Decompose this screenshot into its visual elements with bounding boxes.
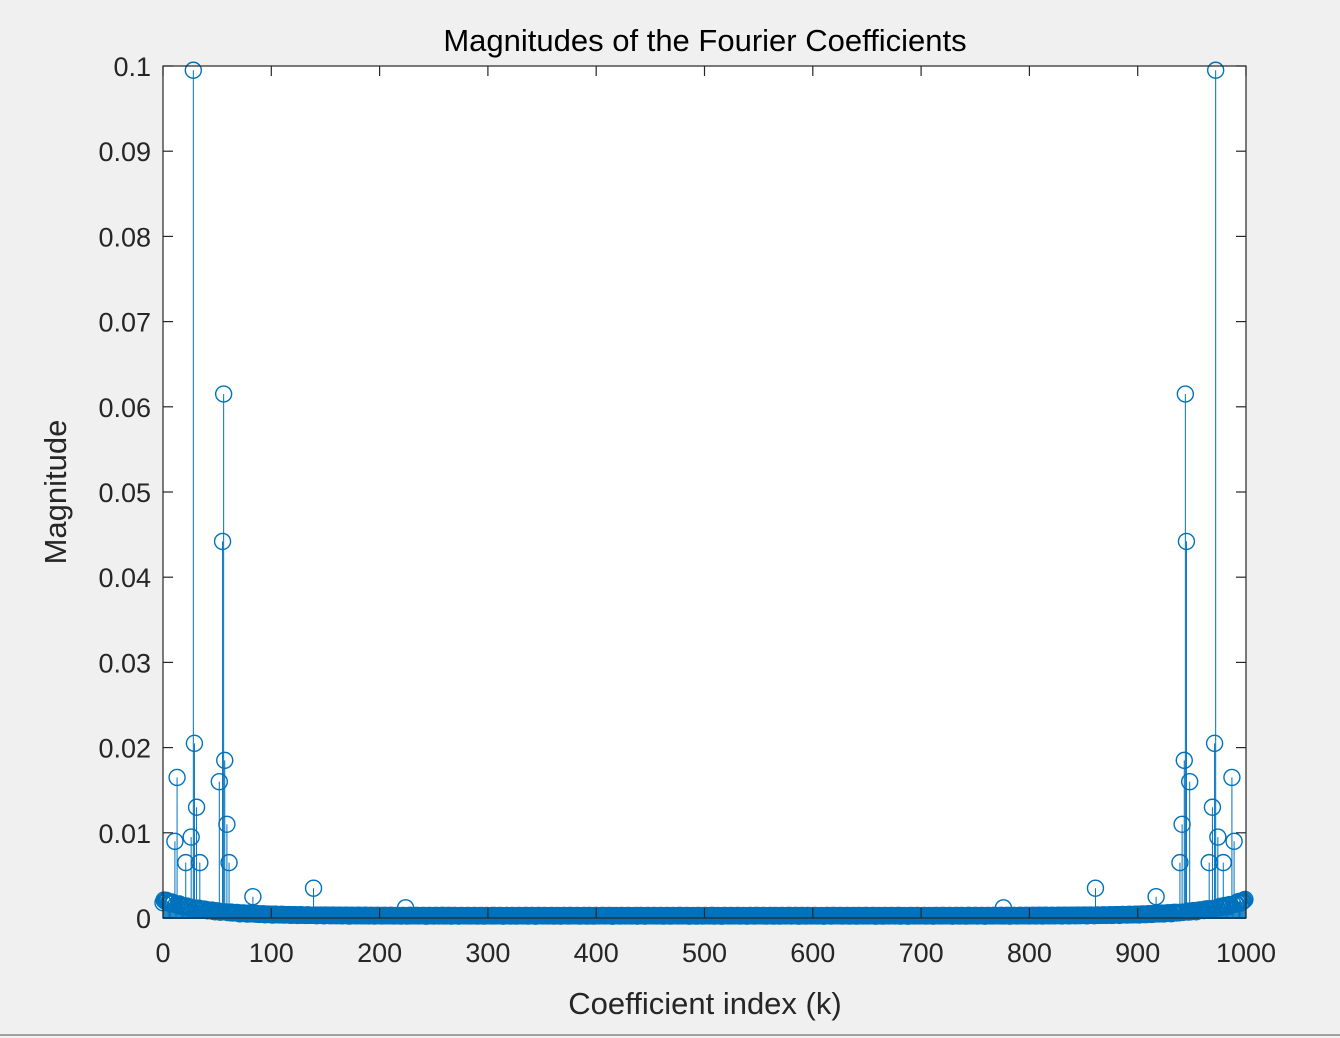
x-tick-label: 300 bbox=[465, 938, 510, 968]
stem-marker bbox=[220, 853, 238, 872]
stem-marker bbox=[168, 768, 186, 787]
stem-marker bbox=[1225, 832, 1243, 851]
y-tick-label: 0.05 bbox=[98, 478, 151, 508]
stem-marker bbox=[213, 532, 232, 551]
y-tick-label: 0.07 bbox=[98, 308, 151, 338]
y-tick-label: 0.06 bbox=[98, 393, 151, 423]
x-tick-label: 400 bbox=[574, 938, 619, 968]
stem-marker bbox=[1235, 891, 1253, 910]
stem-marker bbox=[1234, 892, 1252, 911]
stem-marker bbox=[1209, 828, 1227, 846]
y-tick-label: 0.03 bbox=[98, 648, 151, 678]
y-tick-label: 0.04 bbox=[98, 563, 151, 593]
axes-background bbox=[163, 66, 1246, 918]
stem-marker bbox=[182, 828, 200, 846]
y-tick-label: 0 bbox=[136, 904, 151, 934]
stem-marker bbox=[210, 772, 229, 791]
x-tick-label: 600 bbox=[790, 938, 835, 968]
stem-marker bbox=[1177, 532, 1196, 551]
x-tick-label: 1000 bbox=[1216, 938, 1276, 968]
stem-marker bbox=[187, 798, 206, 816]
y-tick-label: 0.09 bbox=[98, 137, 151, 167]
x-axis-label: Coefficient index (k) bbox=[568, 986, 841, 1021]
y-axis-ticks: 0 0.01 0.02 0.03 0.04 0.05 0.06 0.07 0.08 0.09 0.1 bbox=[98, 52, 1246, 934]
x-tick-label: 100 bbox=[249, 938, 294, 968]
y-tick-label: 0.1 bbox=[113, 52, 151, 82]
stem-marker bbox=[1231, 894, 1250, 912]
x-tick-label: 800 bbox=[1007, 938, 1052, 968]
stem-marker bbox=[1200, 853, 1218, 872]
x-tick-label: 500 bbox=[682, 938, 727, 968]
stem-marker bbox=[166, 832, 184, 851]
stem-marker bbox=[1176, 385, 1195, 403]
stem-marker bbox=[1214, 853, 1232, 872]
stem-marker bbox=[1203, 798, 1222, 816]
stem-marker bbox=[1236, 890, 1254, 909]
x-tick-label: 700 bbox=[899, 938, 944, 968]
stem-marker bbox=[1206, 61, 1225, 79]
stem-marker bbox=[216, 751, 234, 770]
stem-marker bbox=[1205, 734, 1224, 753]
stem-marker bbox=[304, 879, 323, 897]
stem-marker bbox=[214, 385, 233, 403]
x-tick-label: 0 bbox=[155, 938, 170, 968]
y-axis-label: Magnitude bbox=[38, 420, 73, 565]
stem-marker bbox=[1147, 888, 1165, 906]
stem-marker bbox=[1175, 751, 1193, 770]
y-tick-label: 0.02 bbox=[98, 734, 151, 764]
stem-marker bbox=[1180, 772, 1199, 791]
stem-marker bbox=[1086, 879, 1105, 897]
y-tick-label: 0.08 bbox=[98, 222, 151, 252]
x-tick-label: 200 bbox=[357, 938, 402, 968]
window-bottom-border bbox=[0, 1034, 1340, 1036]
stem-marker bbox=[184, 61, 203, 79]
x-axis-ticks: 0 100 200 300 400 500 600 700 800 900 1000 bbox=[155, 66, 1276, 968]
stem-marker bbox=[244, 888, 262, 906]
stem-marker bbox=[1223, 768, 1241, 787]
stem-marker bbox=[218, 815, 236, 833]
stem-marker bbox=[1171, 853, 1189, 872]
x-tick-label: 900 bbox=[1115, 938, 1160, 968]
chart-title: Magnitudes of the Fourier Coefficients bbox=[443, 23, 966, 58]
stem-marker bbox=[185, 734, 204, 753]
stem-marker bbox=[191, 853, 209, 872]
y-tick-label: 0.01 bbox=[98, 819, 151, 849]
